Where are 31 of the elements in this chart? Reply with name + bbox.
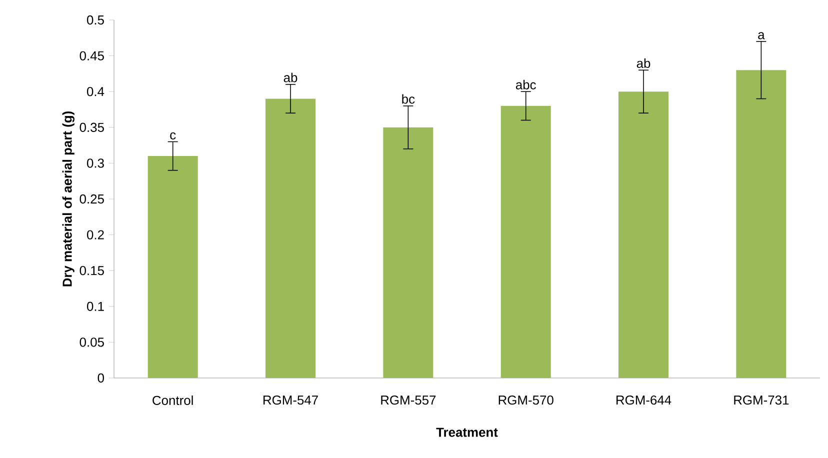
annotation: c (170, 132, 176, 140)
y-tick-label: 0.5 (86, 15, 104, 25)
y-tick-label: 0.1 (86, 302, 104, 311)
annotation: abc (516, 80, 536, 90)
bar (736, 70, 786, 378)
annotation: bc (402, 94, 415, 104)
bar (618, 92, 669, 378)
bar (266, 98, 316, 378)
y-tick-label: 0.2 (86, 230, 104, 240)
y-tick-label: 0.05 (80, 338, 104, 347)
y-tick-label: 0.15 (80, 266, 104, 276)
y-tick-label: 0 (98, 373, 104, 383)
bar (383, 127, 434, 378)
x-tick-label: RGM-731 (734, 395, 789, 405)
y-axis-title: Dry material of aerial part (g) (62, 111, 74, 286)
annotation: ab (636, 58, 650, 68)
y-tick-label: 0.4 (86, 87, 104, 96)
y-tick-label: 0.35 (80, 122, 104, 132)
y-tick-label: 0.3 (86, 158, 104, 168)
x-tick-label: Control (152, 395, 193, 406)
bar (500, 106, 551, 378)
x-tick-label: RGM-570 (498, 395, 554, 405)
x-tick-label: RGM-547 (264, 395, 318, 405)
x-axis-title: Treatment (436, 428, 498, 437)
y-tick-label: 0.25 (80, 194, 104, 204)
bar (148, 156, 198, 378)
annotation: ab (284, 72, 298, 82)
x-tick-label: RGM-557 (381, 395, 436, 405)
y-tick-label: 0.45 (80, 51, 104, 60)
annotation: a (758, 32, 765, 40)
x-tick-label: RGM-644 (616, 395, 672, 405)
